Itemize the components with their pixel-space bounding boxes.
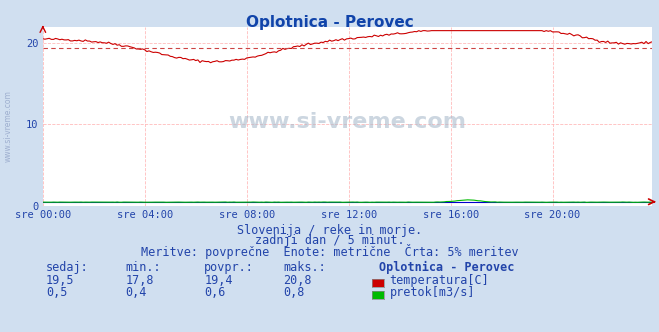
Text: min.:: min.:	[125, 261, 161, 274]
Text: Oplotnica - Perovec: Oplotnica - Perovec	[379, 261, 514, 274]
Text: www.si-vreme.com: www.si-vreme.com	[3, 90, 13, 162]
Text: www.si-vreme.com: www.si-vreme.com	[229, 112, 467, 131]
Text: Oplotnica - Perovec: Oplotnica - Perovec	[246, 15, 413, 30]
Text: Meritve: povprečne  Enote: metrične  Črta: 5% meritev: Meritve: povprečne Enote: metrične Črta:…	[140, 244, 519, 259]
Text: 0,6: 0,6	[204, 286, 225, 299]
Text: povpr.:: povpr.:	[204, 261, 254, 274]
Text: sedaj:: sedaj:	[46, 261, 89, 274]
Text: 0,4: 0,4	[125, 286, 146, 299]
Text: 0,8: 0,8	[283, 286, 304, 299]
Text: 20,8: 20,8	[283, 274, 312, 287]
Text: pretok[m3/s]: pretok[m3/s]	[389, 286, 475, 299]
Text: 17,8: 17,8	[125, 274, 154, 287]
Text: 19,4: 19,4	[204, 274, 233, 287]
Text: 19,5: 19,5	[46, 274, 74, 287]
Text: zadnji dan / 5 minut.: zadnji dan / 5 minut.	[254, 234, 405, 247]
Text: Slovenija / reke in morje.: Slovenija / reke in morje.	[237, 224, 422, 237]
Text: 0,5: 0,5	[46, 286, 67, 299]
Text: temperatura[C]: temperatura[C]	[389, 274, 489, 287]
Text: maks.:: maks.:	[283, 261, 326, 274]
